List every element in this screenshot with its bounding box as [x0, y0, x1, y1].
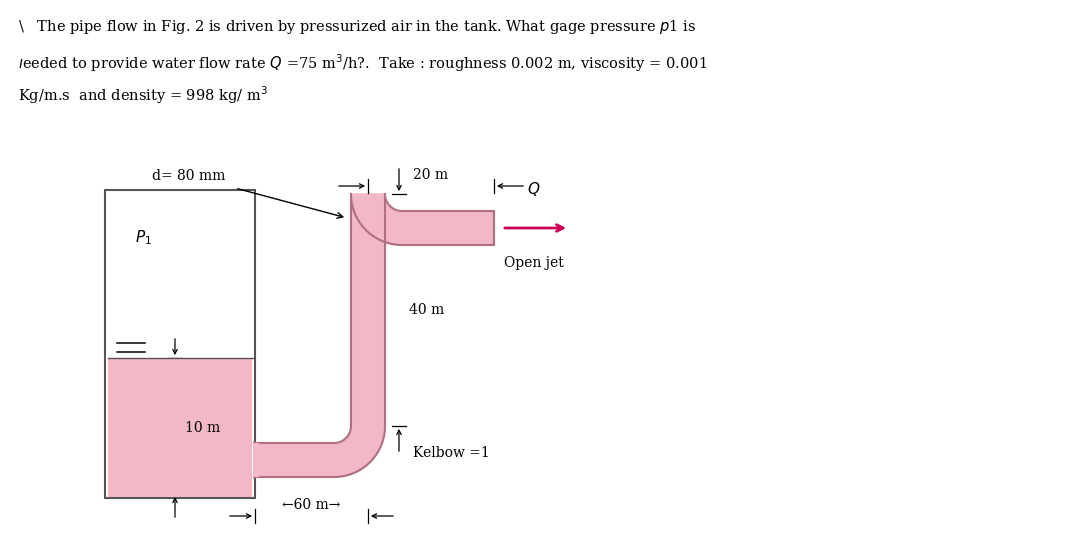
Bar: [105, 190, 255, 498]
Polygon shape: [334, 426, 384, 477]
Text: d= 80 mm: d= 80 mm: [152, 169, 226, 183]
Text: Open jet: Open jet: [504, 256, 564, 270]
Bar: [402, 211, 494, 245]
Text: 10 m: 10 m: [185, 421, 220, 435]
Text: ←60 m→: ←60 m→: [282, 498, 340, 512]
Polygon shape: [351, 194, 402, 245]
Text: $P_1$: $P_1$: [135, 228, 152, 247]
Bar: [253, 443, 259, 477]
Text: Kelbow =1: Kelbow =1: [413, 446, 489, 460]
Bar: [351, 194, 384, 426]
Text: 40 m: 40 m: [409, 303, 444, 317]
Text: 20 m: 20 m: [414, 168, 448, 182]
Bar: [254, 443, 334, 477]
Bar: [108, 358, 253, 496]
Text: $\imath$eeded to provide water flow rate $Q$ =75 m$^3$/h?.  Take : roughness 0.0: $\imath$eeded to provide water flow rate…: [18, 52, 707, 73]
Text: \   The pipe flow in Fig. 2 is driven by pressurized air in the tank. What gage : \ The pipe flow in Fig. 2 is driven by p…: [18, 18, 697, 36]
Text: Kg/m.s  and density = 998 kg/ m$^3$: Kg/m.s and density = 998 kg/ m$^3$: [18, 84, 268, 106]
Text: $Q$: $Q$: [527, 180, 541, 198]
